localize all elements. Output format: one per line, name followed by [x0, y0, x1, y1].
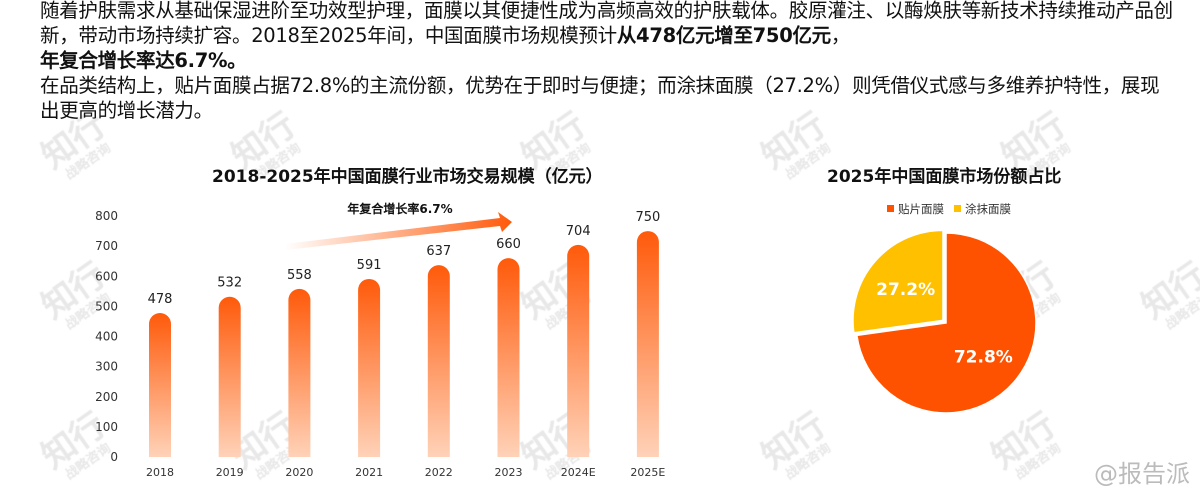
- bar: [636, 231, 659, 457]
- legend-swatch: [887, 205, 894, 212]
- bar: [427, 265, 450, 457]
- bar-value-label: 532: [217, 276, 242, 291]
- y-tick-label: 400: [95, 330, 118, 344]
- cagr-annotation: 年复合增长率6.7%: [347, 201, 452, 216]
- pie-slice-label: 72.8%: [954, 348, 1013, 368]
- bar: [358, 278, 381, 457]
- growth-arrow: [285, 212, 512, 250]
- x-tick-label: 2019: [216, 466, 244, 479]
- bar-value-label: 660: [496, 237, 521, 252]
- y-tick-label: 800: [95, 209, 118, 223]
- pie-slice-label: 27.2%: [876, 280, 935, 300]
- legend-label: 涂抹面膜: [965, 202, 1011, 216]
- bar: [218, 296, 241, 457]
- x-tick-label: 2024E: [561, 466, 596, 479]
- pie-slice: [852, 229, 944, 334]
- pie-slice: [856, 232, 1037, 414]
- category-paragraph: 在品类结构上，贴片面膜占据72.8%的主流份额，优势在于即时与便捷；而涂抹面膜（…: [40, 74, 1160, 122]
- y-tick-label: 700: [95, 239, 118, 253]
- bar-chart-title: 2018-2025年中国面膜行业市场交易规模（亿元）: [212, 167, 603, 187]
- x-tick-label: 2021: [355, 466, 383, 479]
- bar-value-label: 591: [357, 258, 382, 273]
- intro-highlight-size: 从478亿元增至750亿元: [616, 24, 831, 47]
- x-tick-label: 2025E: [630, 466, 665, 479]
- x-tick-label: 2023: [495, 466, 523, 479]
- intro-comma: ，: [830, 24, 851, 47]
- y-tick-label: 0: [110, 450, 118, 464]
- text-block: 随着护肤需求从基础保湿进阶至功效型护理，面膜以其便捷性成为高频高效的护肤载体。胶…: [40, 0, 1175, 123]
- bar-value-label: 704: [566, 224, 591, 239]
- intro-highlight-cagr: 年复合增长率达6.7%。: [40, 49, 247, 72]
- bar: [567, 244, 590, 457]
- x-tick-label: 2022: [425, 466, 453, 479]
- x-tick-label: 2018: [146, 466, 174, 479]
- legend-label: 贴片面膜: [898, 202, 944, 216]
- y-tick-label: 600: [95, 269, 118, 283]
- bar: [288, 288, 311, 457]
- bar-value-label: 478: [148, 292, 173, 307]
- legend-swatch: [954, 205, 961, 212]
- bar-value-label: 558: [287, 268, 312, 283]
- y-tick-label: 100: [95, 420, 118, 434]
- y-tick-label: 300: [95, 360, 118, 374]
- bar-value-label: 750: [635, 210, 660, 225]
- intro-text: 随着护肤需求从基础保湿进阶至功效型护理，面膜以其便捷性成为高频高效的护肤载体。胶…: [40, 0, 1173, 47]
- y-tick-label: 500: [95, 299, 118, 313]
- x-tick-label: 2020: [285, 466, 313, 479]
- pie-chart-title: 2025年中国面膜市场份额占比: [827, 167, 1062, 187]
- intro-paragraph: 随着护肤需求从基础保湿进阶至功效型护理，面膜以其便捷性成为高频高效的护肤载体。胶…: [40, 0, 1175, 73]
- bar: [149, 313, 171, 457]
- bar: [497, 258, 520, 457]
- credit-watermark: @报告派: [1094, 460, 1190, 488]
- bar-value-label: 637: [426, 244, 451, 259]
- y-tick-label: 200: [95, 390, 118, 404]
